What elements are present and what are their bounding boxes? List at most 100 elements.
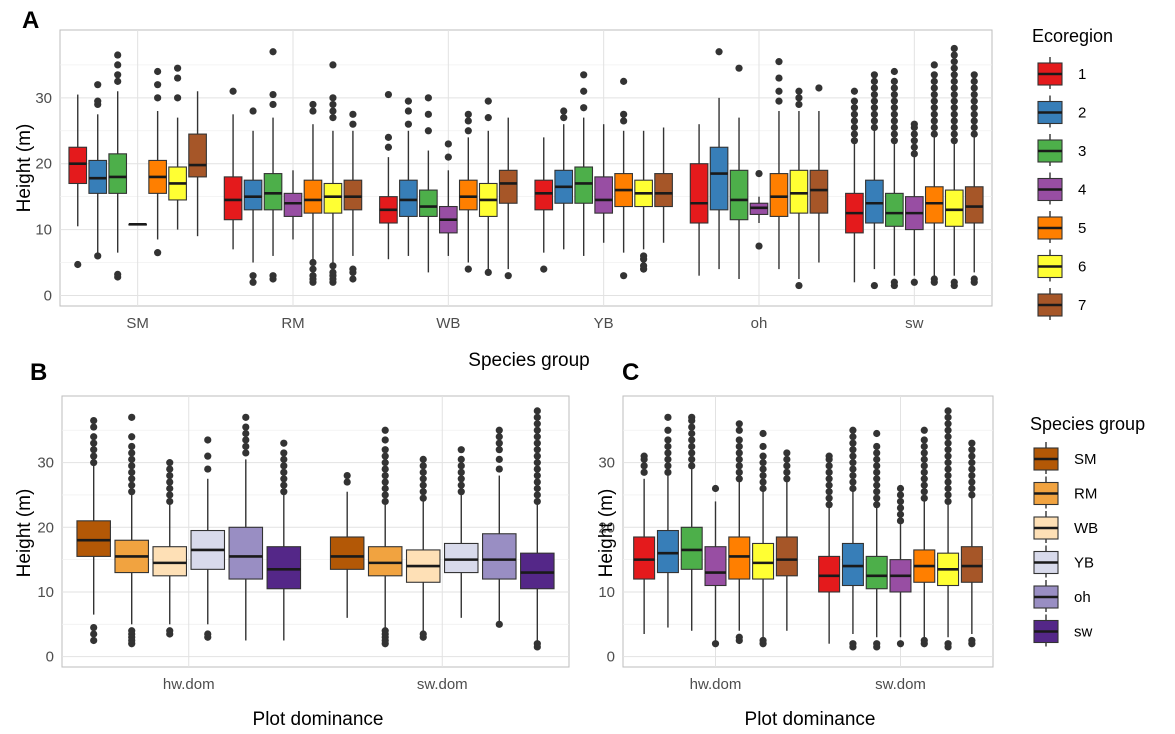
outlier-point <box>154 67 162 76</box>
outlier-point <box>849 465 857 473</box>
outlier-point <box>533 491 541 499</box>
outlier-point <box>873 468 881 476</box>
outlier-point <box>329 114 337 122</box>
outlier-point <box>533 446 541 454</box>
outlier-point <box>114 77 122 85</box>
outlier-point <box>968 465 976 473</box>
outlier-point <box>664 413 672 421</box>
outlier-point <box>930 110 938 118</box>
outlier-point <box>664 442 672 451</box>
outlier-point <box>343 478 351 486</box>
outlier-point <box>930 117 938 125</box>
outlier-point <box>128 468 136 476</box>
outlier-point <box>533 484 541 493</box>
outlier-point <box>890 97 898 105</box>
outlier-point <box>533 407 541 415</box>
box-iqr <box>343 179 363 211</box>
box-iqr <box>534 179 554 211</box>
outlier-point <box>533 452 541 460</box>
outlier-point <box>944 439 952 447</box>
outlier-point <box>896 640 905 648</box>
outlier-point <box>640 468 648 476</box>
outlier-point <box>90 636 98 645</box>
outlier-point <box>825 462 833 470</box>
outlier-point <box>873 494 881 502</box>
outlier-point <box>930 104 938 112</box>
y-tick-label: 10 <box>37 584 54 601</box>
outlier-point <box>114 71 122 79</box>
outlier-point <box>850 123 859 132</box>
outlier-point <box>94 252 102 260</box>
outlier-point <box>950 97 958 105</box>
outlier-point <box>711 484 720 493</box>
outlier-point <box>90 623 98 632</box>
outlier-point <box>873 455 881 463</box>
box-hw.dom-WB <box>152 459 188 638</box>
outlier-point <box>94 97 102 105</box>
box-iqr <box>775 536 798 577</box>
box-iqr <box>728 536 751 580</box>
x-tick-label: hw.dom <box>690 676 742 693</box>
box-iqr <box>303 179 323 214</box>
outlier-point <box>944 426 952 434</box>
panel-b: 0 10 20 30 hw.dom sw.dom B Plot dominance Height… <box>14 359 570 730</box>
outlier-point <box>688 429 696 438</box>
legend-species-group: Species group SM RM WB YB oh sw <box>1030 414 1145 647</box>
box-WB-7 <box>498 117 518 280</box>
outlier-point <box>970 97 978 105</box>
legend-label: oh <box>1074 589 1091 606</box>
x-tick-label: SM <box>126 315 149 332</box>
outlier-point <box>329 268 337 277</box>
outlier-point <box>580 104 588 112</box>
outlier-point <box>968 439 976 447</box>
outlier-point <box>850 110 859 118</box>
x-tick-label: WB <box>436 315 460 332</box>
outlier-point <box>920 455 928 463</box>
y-axis-title: Height (m) <box>596 489 617 578</box>
outlier-point <box>457 481 465 489</box>
outlier-point <box>783 462 791 470</box>
box-hw.dom-oh <box>228 413 264 641</box>
box-sw.dom-3 <box>865 429 888 651</box>
outlier-point <box>849 471 857 480</box>
outlier-point <box>795 281 803 290</box>
box-iqr <box>458 179 478 211</box>
outlier-point <box>735 449 743 457</box>
box-iqr <box>367 546 403 577</box>
outlier-point <box>920 481 928 489</box>
outlier-point <box>850 130 859 138</box>
outlier-point <box>890 278 898 286</box>
box-iqr <box>152 546 188 577</box>
box-sw.dom-sw <box>520 407 555 651</box>
outlier-point <box>166 497 174 506</box>
box-hw.dom-3 <box>680 413 703 631</box>
outlier-point <box>759 465 767 473</box>
box-iqr <box>482 533 517 580</box>
outlier-point <box>381 491 389 499</box>
box-sw.dom-5 <box>913 426 936 648</box>
outlier-point <box>419 475 427 483</box>
box-sw.dom-2 <box>841 426 864 651</box>
outlier-point <box>381 478 389 486</box>
outlier-point <box>424 94 432 102</box>
box-YB-2 <box>554 107 574 250</box>
outlier-point <box>870 77 878 85</box>
outlier-point <box>850 117 859 125</box>
outlier-point <box>242 436 250 444</box>
outlier-point <box>890 84 898 92</box>
outlier-point <box>910 143 918 151</box>
outlier-point <box>128 433 136 441</box>
outlier-point <box>775 97 783 105</box>
outlier-point <box>968 491 976 499</box>
box-iqr <box>729 169 749 221</box>
outlier-point <box>873 429 881 438</box>
outlier-point <box>759 478 767 486</box>
outlier-point <box>349 275 357 283</box>
box-iqr <box>108 153 128 194</box>
outlier-point <box>870 117 878 125</box>
outlier-point <box>309 258 317 267</box>
y-tick-label: 30 <box>37 455 54 472</box>
outlier-point <box>873 475 881 483</box>
outlier-point <box>533 459 541 467</box>
